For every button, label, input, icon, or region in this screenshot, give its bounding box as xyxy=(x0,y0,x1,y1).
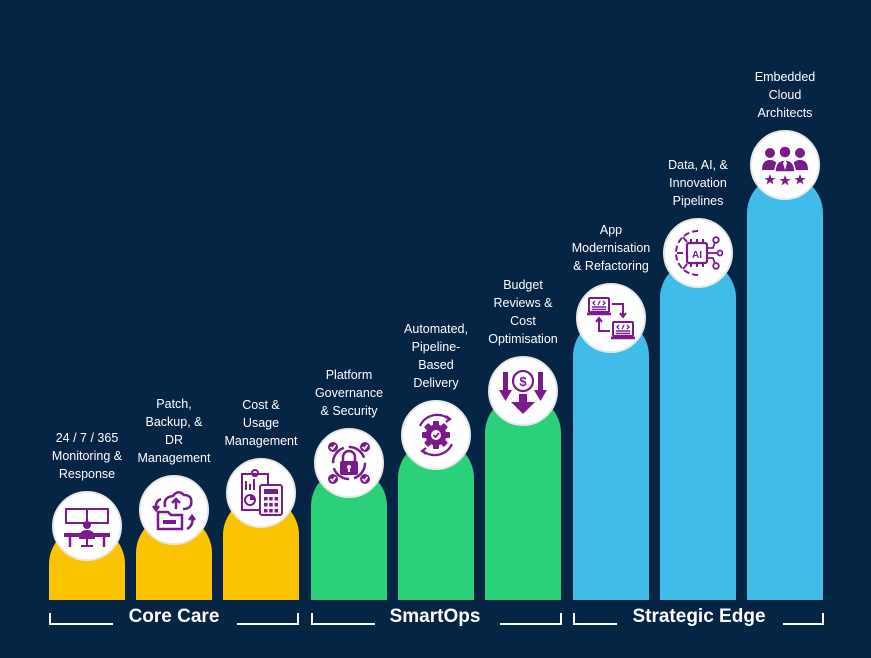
step-label-line: Cost & xyxy=(242,398,280,412)
step-label-line: Modernisation xyxy=(571,241,651,255)
step-label: Embedded Cloud Architects xyxy=(730,68,840,122)
step-label-line: Pipelines xyxy=(672,194,724,208)
step-label-line: Delivery xyxy=(413,376,459,390)
step-column xyxy=(747,175,823,600)
core-care-bracket-right xyxy=(237,613,299,625)
step-label-line: Architects xyxy=(757,106,813,120)
step-label-line: App xyxy=(599,223,623,237)
step-label: Data, AI, & Innovation Pipelines xyxy=(643,156,753,210)
step-label: 24 / 7 / 365 Monitoring & Response xyxy=(32,429,142,483)
step-label: Automated, Pipeline- Based Delivery xyxy=(381,320,491,392)
step-label-line: Reviews & xyxy=(493,296,553,310)
strategic-edge-bracket-right xyxy=(783,613,824,625)
expert-team-icon xyxy=(750,130,820,200)
step-label: Platform Governance & Security xyxy=(294,366,404,420)
cloud-backup-icon xyxy=(139,475,209,545)
step-label-line: & Security xyxy=(320,404,378,418)
step-label-line: Pipeline- xyxy=(411,340,461,354)
smartops-group-label: SmartOps xyxy=(389,606,481,627)
step-label-line: Budget xyxy=(503,278,543,292)
step-column xyxy=(660,260,736,600)
step-label-line: & Refactoring xyxy=(573,259,649,273)
cost-calculator-icon xyxy=(226,458,296,528)
strategic-edge-bracket-left xyxy=(573,613,617,625)
strategic-edge-group-label: Strategic Edge xyxy=(632,606,766,627)
svg-text:$: $ xyxy=(519,374,527,389)
step-label-line: Cloud xyxy=(768,88,802,102)
step-label-line: Automated, xyxy=(404,322,468,336)
step-label: App Modernisation & Refactoring xyxy=(556,221,666,275)
step-label-line: Management xyxy=(137,451,211,465)
step-label-line: Based xyxy=(418,358,454,372)
step-label-line: Usage xyxy=(242,416,280,430)
step-label-line: Embedded xyxy=(754,70,816,84)
cost-reduction-icon: $ xyxy=(488,356,558,426)
ai-chip-icon: AI xyxy=(663,218,733,288)
step-label-line: Platform xyxy=(325,368,373,382)
step-label-line: DR xyxy=(164,433,184,447)
step-label-line: Governance xyxy=(314,386,384,400)
automation-gear-icon xyxy=(401,400,471,470)
smartops-bracket-right xyxy=(500,613,562,625)
code-refactor-icon xyxy=(576,283,646,353)
step-label-line: Optimisation xyxy=(488,332,558,346)
step-column xyxy=(485,395,561,600)
step-label-line: Cost xyxy=(510,314,536,328)
core-care-bracket-left xyxy=(49,613,113,625)
step-label-line: Response xyxy=(58,467,116,481)
step-label-line: Monitoring & xyxy=(51,449,123,463)
step-label-line: Data, AI, & xyxy=(668,158,728,172)
smartops-bracket-left xyxy=(311,613,375,625)
step-label-line: 24 / 7 / 365 xyxy=(55,431,119,445)
step-label: Budget Reviews & Cost Optimisation xyxy=(468,276,578,348)
svg-text:AI: AI xyxy=(692,250,702,261)
step-label-line: Innovation xyxy=(669,176,727,190)
step-label: Patch, Backup, & DR Management xyxy=(119,395,229,467)
step-label-line: Management xyxy=(224,434,298,448)
core-care-group-label: Core Care xyxy=(128,606,220,627)
step-column xyxy=(573,318,649,600)
security-lock-icon xyxy=(314,428,384,498)
monitoring-desk-icon xyxy=(52,491,122,561)
step-label: Cost & Usage Management xyxy=(206,396,316,450)
step-label-line: Backup, & xyxy=(145,415,203,429)
step-label-line: Patch, xyxy=(156,397,192,411)
